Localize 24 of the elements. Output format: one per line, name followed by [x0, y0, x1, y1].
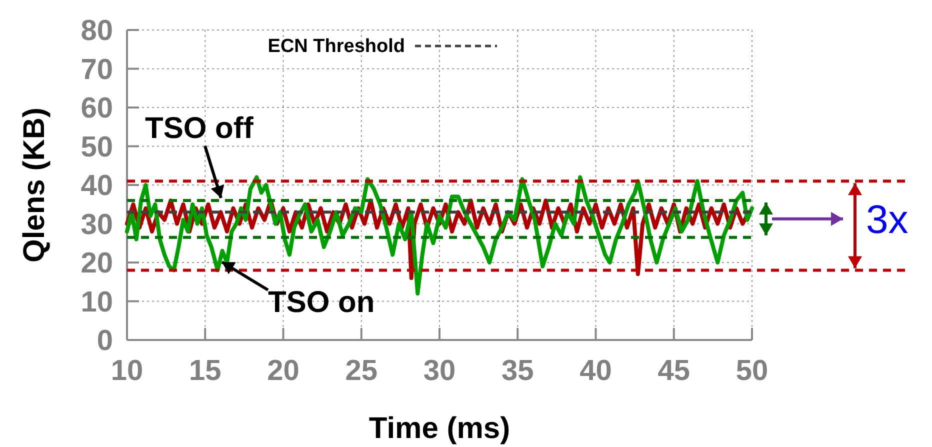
x-tick-label: 50 — [736, 355, 768, 387]
x-axis-title: Time (ms) — [368, 412, 510, 445]
x-tick-label: 25 — [345, 355, 378, 387]
x-tick-label: 10 — [110, 355, 144, 387]
y-tick-label: 70 — [80, 54, 113, 86]
x-tick-label: 40 — [580, 355, 612, 387]
y-axis-title: Qlens (KB) — [18, 107, 51, 263]
x-tick-label: 30 — [423, 355, 456, 387]
y-tick-label: 30 — [80, 208, 113, 241]
legend-label: ECN Threshold — [268, 36, 405, 57]
x-tick-label: 45 — [658, 355, 690, 387]
y-tick-label: 50 — [80, 131, 113, 164]
series-label: TSO on — [268, 286, 375, 319]
y-tick-label: 10 — [80, 286, 113, 318]
y-tick-label: 20 — [80, 248, 113, 280]
y-tick-label: 0 — [96, 325, 113, 358]
series-label: TSO off — [145, 112, 254, 145]
x-tick-label: 35 — [501, 355, 534, 387]
y-tick-label: 40 — [80, 170, 113, 202]
y-tick-label: 80 — [80, 15, 113, 48]
x-tick-label: 15 — [188, 355, 222, 387]
x-tick-label: 20 — [267, 355, 300, 387]
text: 3x — [866, 198, 908, 242]
y-tick-label: 60 — [80, 92, 113, 125]
